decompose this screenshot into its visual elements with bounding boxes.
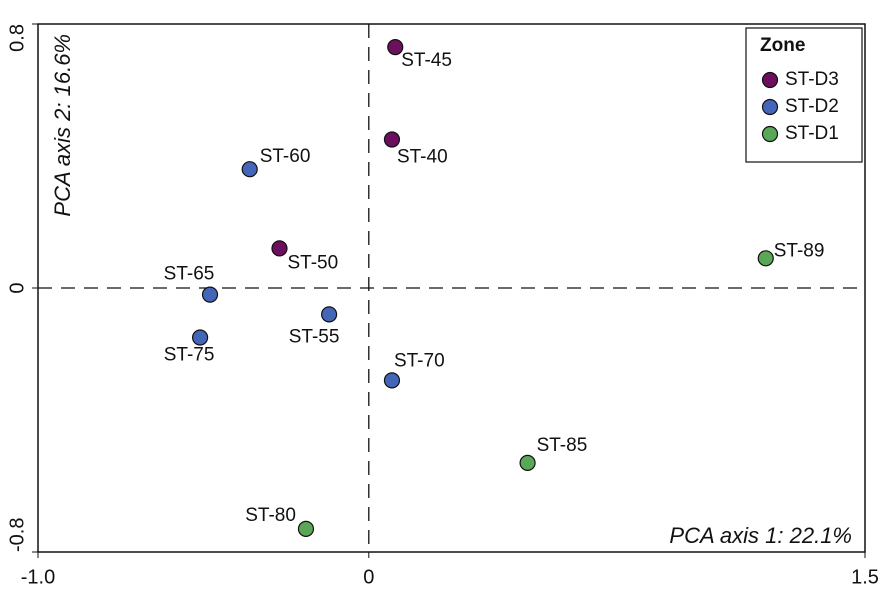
data-point — [191, 329, 209, 346]
point-label: ST-40 — [397, 147, 448, 168]
data-point — [757, 250, 774, 267]
legend-label: ST-D3 — [785, 69, 839, 90]
data-point — [387, 38, 404, 56]
legend-marker — [761, 98, 779, 116]
legend-marker — [761, 71, 779, 89]
legend-label: ST-D1 — [785, 123, 839, 144]
legend-label: ST-D2 — [785, 96, 839, 117]
legend-title: Zone — [760, 35, 805, 56]
x-axis-title: PCA axis 1: 22.1% — [669, 523, 852, 548]
data-point — [297, 520, 315, 538]
data-point — [383, 372, 401, 389]
y-tick-label: 0.8 — [6, 24, 28, 52]
point-label: ST-70 — [394, 350, 445, 371]
data-point — [271, 240, 288, 257]
point-label: ST-65 — [164, 264, 215, 285]
point-label: ST-80 — [245, 505, 296, 526]
data-point — [321, 306, 338, 323]
x-tick-label: -1.0 — [21, 566, 55, 588]
point-label: ST-45 — [401, 50, 452, 71]
point-label: ST-50 — [287, 252, 338, 273]
data-point — [383, 131, 401, 148]
point-label: ST-60 — [260, 146, 311, 167]
data-point — [519, 454, 536, 471]
x-tick-label: 0 — [363, 566, 374, 588]
data-point — [201, 286, 219, 303]
point-label: ST-89 — [774, 240, 825, 261]
y-tick-label: -0.8 — [6, 518, 28, 552]
legend-marker — [761, 125, 779, 143]
point-label: ST-85 — [537, 435, 588, 456]
x-tick-label: 1.5 — [851, 566, 879, 588]
y-axis-title: PCA axis 2: 16.6% — [50, 34, 75, 217]
y-tick-label: 0 — [6, 282, 28, 293]
point-label: ST-55 — [289, 326, 340, 347]
data-point — [241, 161, 258, 178]
point-label: ST-75 — [164, 345, 215, 366]
